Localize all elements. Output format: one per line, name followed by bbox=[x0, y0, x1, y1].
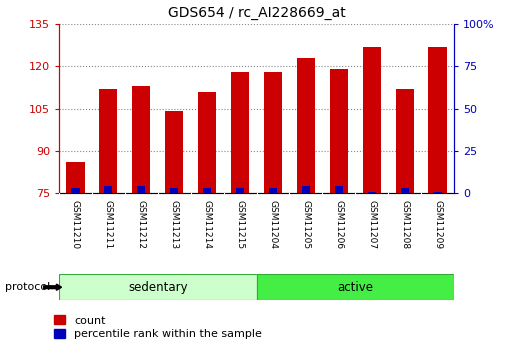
Bar bbox=[256, 274, 454, 300]
Bar bbox=[236, 188, 244, 193]
Text: GSM11215: GSM11215 bbox=[235, 200, 245, 249]
Text: sedentary: sedentary bbox=[128, 281, 188, 294]
Text: protocol: protocol bbox=[5, 282, 50, 292]
Legend: count, percentile rank within the sample: count, percentile rank within the sample bbox=[54, 315, 262, 339]
Text: GSM11214: GSM11214 bbox=[203, 200, 212, 249]
Bar bbox=[330, 69, 348, 193]
Bar bbox=[132, 86, 150, 193]
Text: GSM11212: GSM11212 bbox=[137, 200, 146, 249]
Text: GSM11205: GSM11205 bbox=[301, 200, 310, 249]
Bar bbox=[297, 58, 315, 193]
Bar bbox=[203, 188, 211, 193]
Text: GSM11210: GSM11210 bbox=[71, 200, 80, 249]
Bar bbox=[66, 162, 85, 193]
Bar bbox=[363, 47, 381, 193]
Bar bbox=[137, 186, 145, 193]
Bar bbox=[264, 72, 282, 193]
Text: GSM11209: GSM11209 bbox=[433, 200, 442, 249]
Title: GDS654 / rc_AI228669_at: GDS654 / rc_AI228669_at bbox=[168, 6, 345, 20]
Text: GSM11208: GSM11208 bbox=[400, 200, 409, 249]
Text: GSM11204: GSM11204 bbox=[268, 200, 278, 249]
Text: active: active bbox=[337, 281, 373, 294]
Text: GSM11207: GSM11207 bbox=[367, 200, 376, 249]
Bar bbox=[428, 47, 447, 193]
Bar bbox=[269, 188, 277, 193]
Bar bbox=[231, 72, 249, 193]
Text: GSM11206: GSM11206 bbox=[334, 200, 343, 249]
Bar bbox=[100, 89, 117, 193]
Text: GSM11211: GSM11211 bbox=[104, 200, 113, 249]
Bar bbox=[59, 274, 256, 300]
Bar bbox=[198, 92, 216, 193]
Text: GSM11213: GSM11213 bbox=[170, 200, 179, 249]
Bar bbox=[433, 191, 442, 193]
Bar bbox=[302, 186, 310, 193]
Bar bbox=[104, 186, 112, 193]
Bar bbox=[170, 188, 179, 193]
Bar bbox=[165, 111, 183, 193]
Bar bbox=[368, 191, 376, 193]
Bar bbox=[401, 188, 409, 193]
Bar bbox=[396, 89, 413, 193]
Bar bbox=[71, 188, 80, 193]
Bar bbox=[334, 186, 343, 193]
